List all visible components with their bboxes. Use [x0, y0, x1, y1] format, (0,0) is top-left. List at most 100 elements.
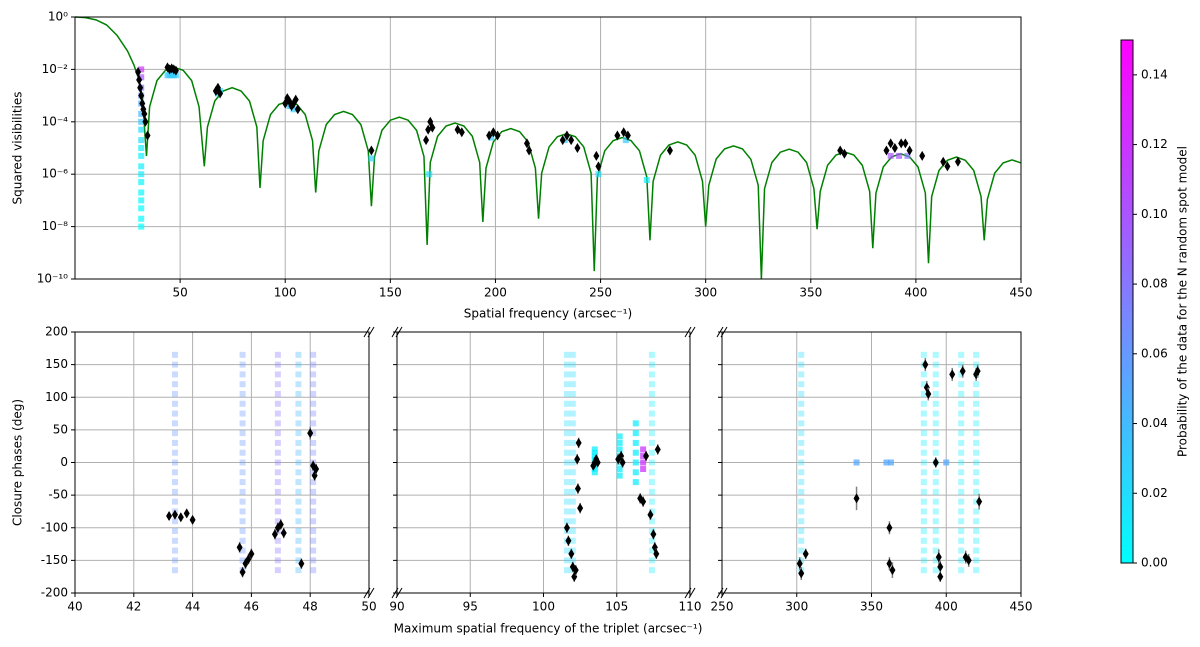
- data-point: [368, 145, 375, 156]
- model-square: [239, 420, 246, 427]
- data-point: [171, 509, 178, 520]
- data-point: [886, 522, 893, 533]
- model-square: [563, 449, 570, 456]
- data-point: [236, 542, 243, 553]
- data-point: [135, 66, 142, 77]
- axes-frame: [74, 16, 1022, 280]
- x-tick-label: 400: [935, 600, 958, 614]
- model-square: [569, 547, 576, 554]
- model-square: [239, 381, 246, 388]
- model-square: [295, 410, 302, 417]
- model-square: [616, 433, 623, 440]
- model-square: [310, 410, 317, 417]
- model-square: [310, 528, 317, 535]
- x-tick-label: 42: [126, 600, 141, 614]
- model-square: [563, 420, 570, 427]
- model-square: [920, 400, 927, 407]
- model-square: [274, 557, 281, 564]
- data-point: [138, 90, 145, 101]
- model-square: [798, 547, 805, 554]
- model-square: [648, 430, 655, 437]
- model-square: [171, 371, 178, 378]
- model-square: [640, 466, 647, 473]
- x-axis-label: Maximum spatial frequency of the triplet…: [394, 622, 703, 636]
- model-square: [648, 528, 655, 535]
- model-square: [616, 472, 623, 479]
- model-square: [563, 557, 570, 564]
- model-square: [563, 361, 570, 368]
- model-square: [973, 420, 980, 427]
- model-square: [648, 498, 655, 505]
- model-square: [932, 351, 939, 358]
- model-square: [569, 430, 576, 437]
- data-point: [614, 130, 621, 141]
- y-tick-label: 10⁰: [48, 10, 68, 24]
- y-axis-label: Closure phases (deg): [11, 399, 25, 526]
- data-point: [837, 145, 844, 156]
- model-square: [274, 449, 281, 456]
- model-square: [274, 498, 281, 505]
- model-square: [239, 410, 246, 417]
- data-point: [650, 529, 657, 540]
- model-square: [171, 351, 178, 358]
- model-square: [958, 567, 965, 574]
- model-square: [310, 567, 317, 574]
- data-point: [593, 150, 600, 161]
- data-point: [898, 138, 905, 149]
- y-tick-label: -200: [41, 586, 68, 600]
- data-point: [886, 558, 893, 569]
- model-square: [643, 177, 650, 184]
- model-square: [290, 106, 297, 113]
- model-square: [569, 381, 576, 388]
- model-square: [563, 459, 570, 466]
- model-square: [958, 371, 965, 378]
- x-tick-label: 50: [172, 286, 187, 300]
- x-tick-label: 100: [274, 286, 297, 300]
- axis-break: [684, 326, 692, 338]
- model-square: [932, 567, 939, 574]
- data-point: [486, 130, 493, 141]
- model-square: [295, 459, 302, 466]
- model-square: [920, 439, 927, 446]
- model-square: [171, 557, 178, 564]
- data-point: [902, 138, 909, 149]
- axes-frame: [74, 331, 370, 594]
- data-point: [568, 135, 575, 146]
- model-square: [239, 488, 246, 495]
- model-square: [310, 498, 317, 505]
- model-square: [171, 400, 178, 407]
- model-square: [920, 390, 927, 397]
- data-point: [177, 512, 184, 523]
- model-square: [958, 557, 965, 564]
- model-square: [973, 361, 980, 368]
- axis-break: [720, 326, 728, 338]
- data-point: [940, 156, 947, 167]
- x-tick-label: 450: [1010, 600, 1033, 614]
- model-square: [920, 469, 927, 476]
- model-square: [920, 537, 927, 544]
- model-square: [920, 381, 927, 388]
- model-square: [798, 449, 805, 456]
- model-square: [973, 439, 980, 446]
- model-square: [958, 400, 965, 407]
- model-square: [171, 469, 178, 476]
- model-square: [973, 528, 980, 535]
- model-square: [648, 488, 655, 495]
- model-square: [973, 567, 980, 574]
- model-square: [648, 420, 655, 427]
- colorbar-tick-label: 0.10: [1141, 207, 1168, 221]
- model-square: [798, 361, 805, 368]
- model-square: [138, 189, 145, 196]
- model-square: [310, 479, 317, 486]
- model-square: [632, 420, 639, 427]
- data-point: [563, 522, 570, 533]
- model-square: [932, 420, 939, 427]
- model-square: [310, 439, 317, 446]
- y-tick-label: 0: [60, 455, 68, 469]
- model-square: [239, 430, 246, 437]
- model-square: [798, 488, 805, 495]
- y-tick-label: 10⁻¹⁰: [37, 272, 68, 286]
- axes-frame: [396, 331, 691, 594]
- model-square: [904, 152, 911, 159]
